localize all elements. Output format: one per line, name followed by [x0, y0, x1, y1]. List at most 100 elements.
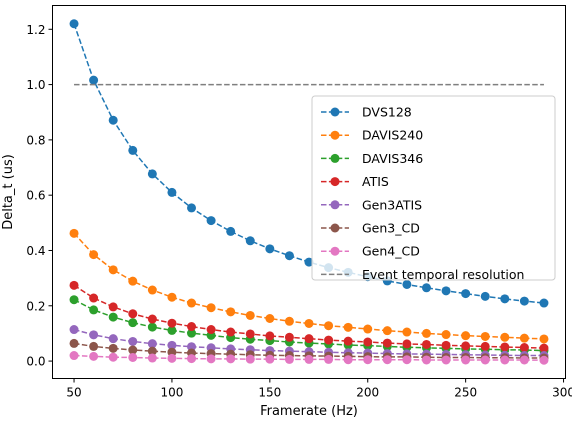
data-point-davis240 [147, 285, 157, 295]
data-point-gen4-cd [421, 355, 431, 365]
data-point-gen4-cd [89, 351, 99, 361]
x-tick-label: 300 [552, 386, 572, 400]
x-tick-label: 200 [356, 386, 379, 400]
data-point-gen4-cd [363, 355, 373, 365]
data-point-gen3atis [69, 325, 79, 335]
data-point-atis [480, 341, 490, 351]
data-point-dvs128 [539, 298, 549, 308]
legend-marker [330, 153, 340, 163]
data-point-gen4-cd [461, 355, 471, 365]
legend-label: DVS128 [362, 105, 412, 120]
data-point-gen3atis [147, 339, 157, 349]
data-point-davis240 [206, 303, 216, 313]
data-point-davis240 [402, 327, 412, 337]
data-point-dvs128 [187, 203, 197, 213]
data-point-davis240 [187, 298, 197, 308]
legend-marker [330, 246, 340, 256]
data-point-gen4-cd [265, 354, 275, 364]
data-point-gen4-cd [480, 355, 490, 365]
legend-item: DAVIS240 [321, 128, 423, 143]
data-point-dvs128 [147, 169, 157, 179]
data-point-davis240 [441, 330, 451, 340]
data-point-atis [461, 341, 471, 351]
data-point-davis346 [108, 312, 118, 322]
data-point-gen3atis [187, 342, 197, 352]
data-point-davis240 [324, 321, 334, 331]
data-point-davis346 [69, 295, 79, 305]
data-point-atis [519, 343, 529, 353]
data-point-gen3atis [89, 330, 99, 340]
data-point-davis240 [539, 334, 549, 344]
data-point-atis [324, 335, 334, 345]
legend-marker [330, 223, 340, 233]
data-point-gen4-cd [206, 354, 216, 364]
data-point-davis240 [89, 250, 99, 260]
data-point-gen4-cd [402, 355, 412, 365]
data-point-atis [128, 309, 138, 319]
legend-label: ATIS [362, 174, 389, 189]
data-point-atis [167, 318, 177, 328]
data-point-davis346 [167, 325, 177, 335]
legend-marker [330, 130, 340, 140]
data-point-davis240 [226, 307, 236, 317]
data-point-davis346 [89, 305, 99, 315]
data-point-gen4-cd [167, 353, 177, 363]
data-point-dvs128 [265, 244, 275, 254]
data-point-atis [69, 280, 79, 290]
data-point-dvs128 [108, 115, 118, 125]
data-point-davis240 [265, 313, 275, 323]
legend-box [311, 95, 556, 281]
data-point-davis240 [363, 324, 373, 334]
x-tick-label: 150 [258, 386, 281, 400]
data-point-gen4-cd [69, 351, 79, 361]
y-tick-label: 0.6 [26, 189, 45, 203]
data-point-gen3-cd [69, 338, 79, 348]
data-point-gen4-cd [304, 354, 314, 364]
data-point-gen4-cd [187, 354, 197, 364]
data-point-dvs128 [441, 286, 451, 296]
data-point-atis [89, 293, 99, 303]
data-point-dvs128 [519, 296, 529, 306]
data-point-davis240 [421, 328, 431, 338]
data-point-davis240 [461, 331, 471, 341]
data-point-dvs128 [461, 289, 471, 299]
data-point-davis240 [167, 292, 177, 302]
data-point-atis [304, 334, 314, 344]
data-point-gen4-cd [441, 355, 451, 365]
data-point-gen4-cd [500, 355, 510, 365]
data-point-dvs128 [304, 257, 314, 267]
legend-item: Gen3_CD [321, 221, 420, 236]
series-atis [69, 280, 549, 353]
data-point-atis [206, 325, 216, 335]
data-point-dvs128 [480, 291, 490, 301]
x-tick-label: 100 [160, 386, 183, 400]
data-point-davis240 [343, 322, 353, 332]
data-point-davis240 [500, 332, 510, 342]
y-tick-label: 0.8 [26, 133, 45, 147]
x-tick-label: 250 [454, 386, 477, 400]
data-point-gen4-cd [128, 352, 138, 362]
legend-item: ATIS [321, 174, 389, 189]
data-point-davis240 [480, 331, 490, 341]
series-gen4-cd [69, 351, 549, 365]
y-tick-label: 0.4 [26, 244, 45, 258]
data-point-davis346 [147, 322, 157, 332]
legend-label: Event temporal resolution [362, 267, 524, 282]
data-point-davis240 [245, 310, 255, 320]
legend-label: DAVIS346 [362, 151, 423, 166]
data-point-davis240 [519, 333, 529, 343]
legend-marker [330, 177, 340, 187]
data-point-atis [245, 329, 255, 339]
data-point-gen4-cd [519, 355, 529, 365]
legend-item: Gen4_CD [321, 244, 420, 259]
y-tick-label: 0.2 [26, 299, 45, 313]
data-point-atis [402, 339, 412, 349]
data-point-davis240 [304, 318, 314, 328]
legend-marker [330, 200, 340, 210]
y-axis-label: Delta_t (us) [1, 154, 16, 230]
y-tick-label: 1.2 [26, 23, 45, 37]
y-tick-label: 1.0 [26, 78, 45, 92]
data-point-davis240 [284, 316, 294, 326]
